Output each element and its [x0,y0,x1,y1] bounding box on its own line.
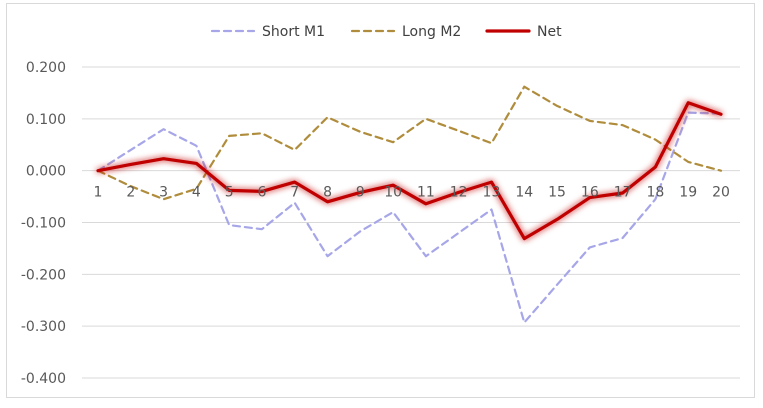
x-tick-label: 13 [483,185,501,201]
legend-label: Long M2 [402,24,461,40]
x-tick-label: 1 [94,185,103,201]
x-tick-label: 14 [515,185,533,201]
legend: Short M1 Long M2 Net [210,24,562,40]
y-tick-label: 0.100 [26,112,66,128]
legend-label: Short M1 [262,24,325,40]
series-line-net [96,101,723,241]
x-tick-label: 7 [290,185,299,201]
x-tick-label: 18 [647,185,665,201]
x-tick-label: 17 [614,185,632,201]
y-tick-label: -0.100 [21,216,66,232]
series-line-long-m2 [96,85,723,201]
x-tick-label: 10 [384,185,402,201]
x-tick-label: 11 [417,185,435,201]
x-tick-label: 12 [450,185,468,201]
x-tick-label: 4 [192,185,201,201]
x-tick-label: 16 [581,185,599,201]
y-tick-label: -0.300 [21,319,66,335]
x-tick-label: 15 [548,185,566,201]
x-tick-label: 6 [257,185,266,201]
x-tick-label: 2 [126,185,135,201]
x-tick-label: 19 [679,185,697,201]
x-axis: 1 2 3 4 5 6 7 8 9 10 11 12 13 14 15 16 17 18 19 20 [94,185,730,201]
legend-label: Net [537,24,562,40]
x-tick-label: 9 [356,185,365,201]
x-tick-label: 5 [225,185,234,201]
x-tick-label: 3 [159,185,168,201]
y-tick-label: -0.200 [21,267,66,283]
x-tick-label: 20 [712,185,730,201]
y-axis: 0.200 0.100 0.000 -0.100 -0.200 -0.300 -0.400 [21,60,66,387]
chart-frame [6,3,755,398]
y-tick-label: 0.000 [26,164,66,180]
grid [82,66,740,379]
y-tick-label: 0.200 [26,60,66,76]
series-line-short-m1 [96,111,723,324]
y-tick-label: -0.400 [21,371,66,387]
x-tick-label: 8 [323,185,332,201]
series-group [96,85,723,324]
